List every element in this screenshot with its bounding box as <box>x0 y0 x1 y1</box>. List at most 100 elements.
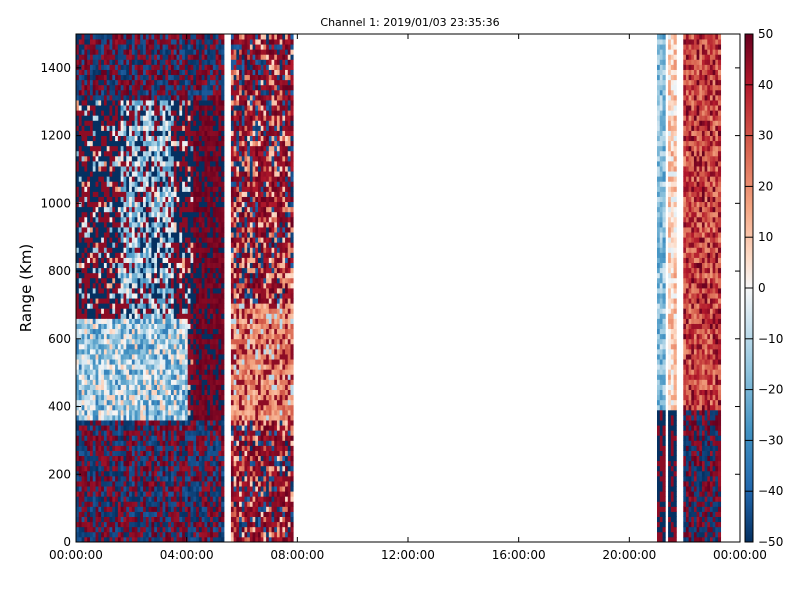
heatmap-cell <box>190 252 194 258</box>
heatmap-cell <box>173 44 177 50</box>
heatmap-cell <box>143 110 147 116</box>
heatmap-cell <box>145 465 150 472</box>
heatmap-cell <box>131 186 136 192</box>
heatmap-cell <box>76 206 80 213</box>
heatmap-cell <box>207 303 211 309</box>
heatmap-cell <box>78 460 82 467</box>
heatmap-cell <box>126 44 130 50</box>
heatmap-cell <box>84 308 88 314</box>
heatmap-cell <box>198 135 203 142</box>
heatmap-cell <box>78 135 82 142</box>
heatmap-cell <box>134 201 138 208</box>
heatmap-cell <box>117 110 122 116</box>
heatmap-cell <box>187 430 191 436</box>
heatmap-cell <box>98 130 102 136</box>
heatmap-cell <box>112 282 116 289</box>
heatmap-cell <box>129 511 133 517</box>
heatmap-cell <box>201 100 205 106</box>
heatmap-cell <box>126 389 130 396</box>
heatmap-cell <box>193 389 197 396</box>
heatmap-cell <box>78 521 82 528</box>
heatmap-cell <box>165 409 169 416</box>
heatmap-cell <box>179 94 183 101</box>
heatmap-cell <box>98 105 102 111</box>
heatmap-cell <box>162 323 166 330</box>
heatmap-cell <box>204 364 208 370</box>
heatmap-cell <box>148 155 152 162</box>
heatmap-cell <box>87 105 91 111</box>
heatmap-cell <box>176 298 180 304</box>
heatmap-cell <box>182 267 186 274</box>
heatmap-cell <box>168 323 172 330</box>
heatmap-cell <box>95 257 99 263</box>
heatmap-cell <box>84 171 88 177</box>
heatmap-cell <box>123 272 127 279</box>
heatmap-cell <box>156 267 161 274</box>
heatmap-cell <box>168 450 172 457</box>
heatmap-cell <box>154 501 158 507</box>
heatmap-cell <box>204 272 208 279</box>
heatmap-cell <box>84 379 88 385</box>
heatmap-cell <box>159 374 163 380</box>
heatmap-cell <box>123 216 127 223</box>
heatmap-cell <box>137 430 141 436</box>
heatmap-cell <box>212 176 217 182</box>
heatmap-cell <box>190 191 194 197</box>
heatmap-cell <box>103 196 108 203</box>
heatmap-cell <box>182 130 186 136</box>
heatmap-cell <box>101 293 105 299</box>
heatmap-cell <box>190 84 194 91</box>
heatmap-cell <box>184 425 189 431</box>
heatmap-cell <box>148 288 152 294</box>
heatmap-cell <box>81 389 85 396</box>
heatmap-cell <box>123 130 127 136</box>
heatmap-cell <box>131 232 136 238</box>
heatmap-cell <box>129 262 133 269</box>
heatmap-cell <box>95 34 99 40</box>
heatmap-cell <box>92 491 96 497</box>
heatmap-cell <box>170 130 175 136</box>
heatmap-cell <box>115 384 119 390</box>
heatmap-cell <box>182 242 186 248</box>
heatmap-cell <box>109 475 113 482</box>
heatmap-cell <box>101 450 105 457</box>
heatmap-cell <box>103 501 108 507</box>
heatmap-cell <box>187 313 191 319</box>
heatmap-cell <box>98 354 102 360</box>
heatmap-cell <box>156 384 161 390</box>
heatmap-cell <box>184 526 189 533</box>
heatmap-cell <box>204 282 208 289</box>
heatmap-cell <box>129 435 133 441</box>
heatmap-cell <box>89 69 94 76</box>
heatmap-cell <box>179 399 183 406</box>
heatmap-cell <box>92 374 96 380</box>
heatmap-cell <box>212 308 217 314</box>
heatmap-cell <box>98 110 102 116</box>
heatmap-cell <box>87 140 91 147</box>
heatmap-cell <box>112 181 116 187</box>
heatmap-cell <box>120 435 124 441</box>
heatmap-cell <box>179 348 183 355</box>
heatmap-cell <box>173 171 177 177</box>
heatmap-cell <box>134 384 138 390</box>
heatmap-cell <box>201 232 205 238</box>
heatmap-cell <box>89 115 94 121</box>
heatmap-cell <box>187 348 191 355</box>
heatmap-cell <box>159 379 163 385</box>
heatmap-cell <box>154 191 158 197</box>
heatmap-cell <box>170 404 175 411</box>
heatmap-cell <box>173 196 177 203</box>
heatmap-cell <box>140 303 144 309</box>
heatmap-cell <box>112 39 116 45</box>
heatmap-cell <box>162 440 166 446</box>
heatmap-cell <box>106 394 110 401</box>
heatmap-cell <box>184 84 189 91</box>
heatmap-cell <box>198 232 203 238</box>
heatmap-cell <box>159 49 163 55</box>
heatmap-cell <box>89 409 94 416</box>
heatmap-cell <box>92 313 96 319</box>
heatmap-cell <box>170 115 175 121</box>
heatmap-cell <box>89 89 94 96</box>
heatmap-cell <box>154 379 158 385</box>
heatmap-cell <box>198 308 203 314</box>
